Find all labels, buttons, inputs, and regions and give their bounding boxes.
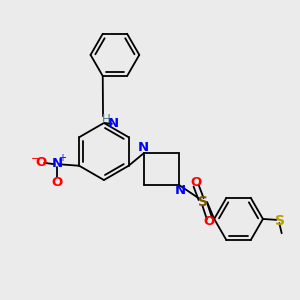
Text: O: O xyxy=(35,156,46,169)
Text: H: H xyxy=(102,113,110,127)
Text: O: O xyxy=(51,176,63,189)
Text: O: O xyxy=(190,176,202,189)
Text: O: O xyxy=(204,215,215,228)
Text: S: S xyxy=(275,214,286,228)
Text: N: N xyxy=(107,117,118,130)
Text: N: N xyxy=(175,184,186,197)
Text: S: S xyxy=(199,195,208,209)
Text: +: + xyxy=(58,153,66,163)
Text: N: N xyxy=(138,141,149,154)
Text: −: − xyxy=(31,154,40,164)
Text: N: N xyxy=(51,157,62,170)
